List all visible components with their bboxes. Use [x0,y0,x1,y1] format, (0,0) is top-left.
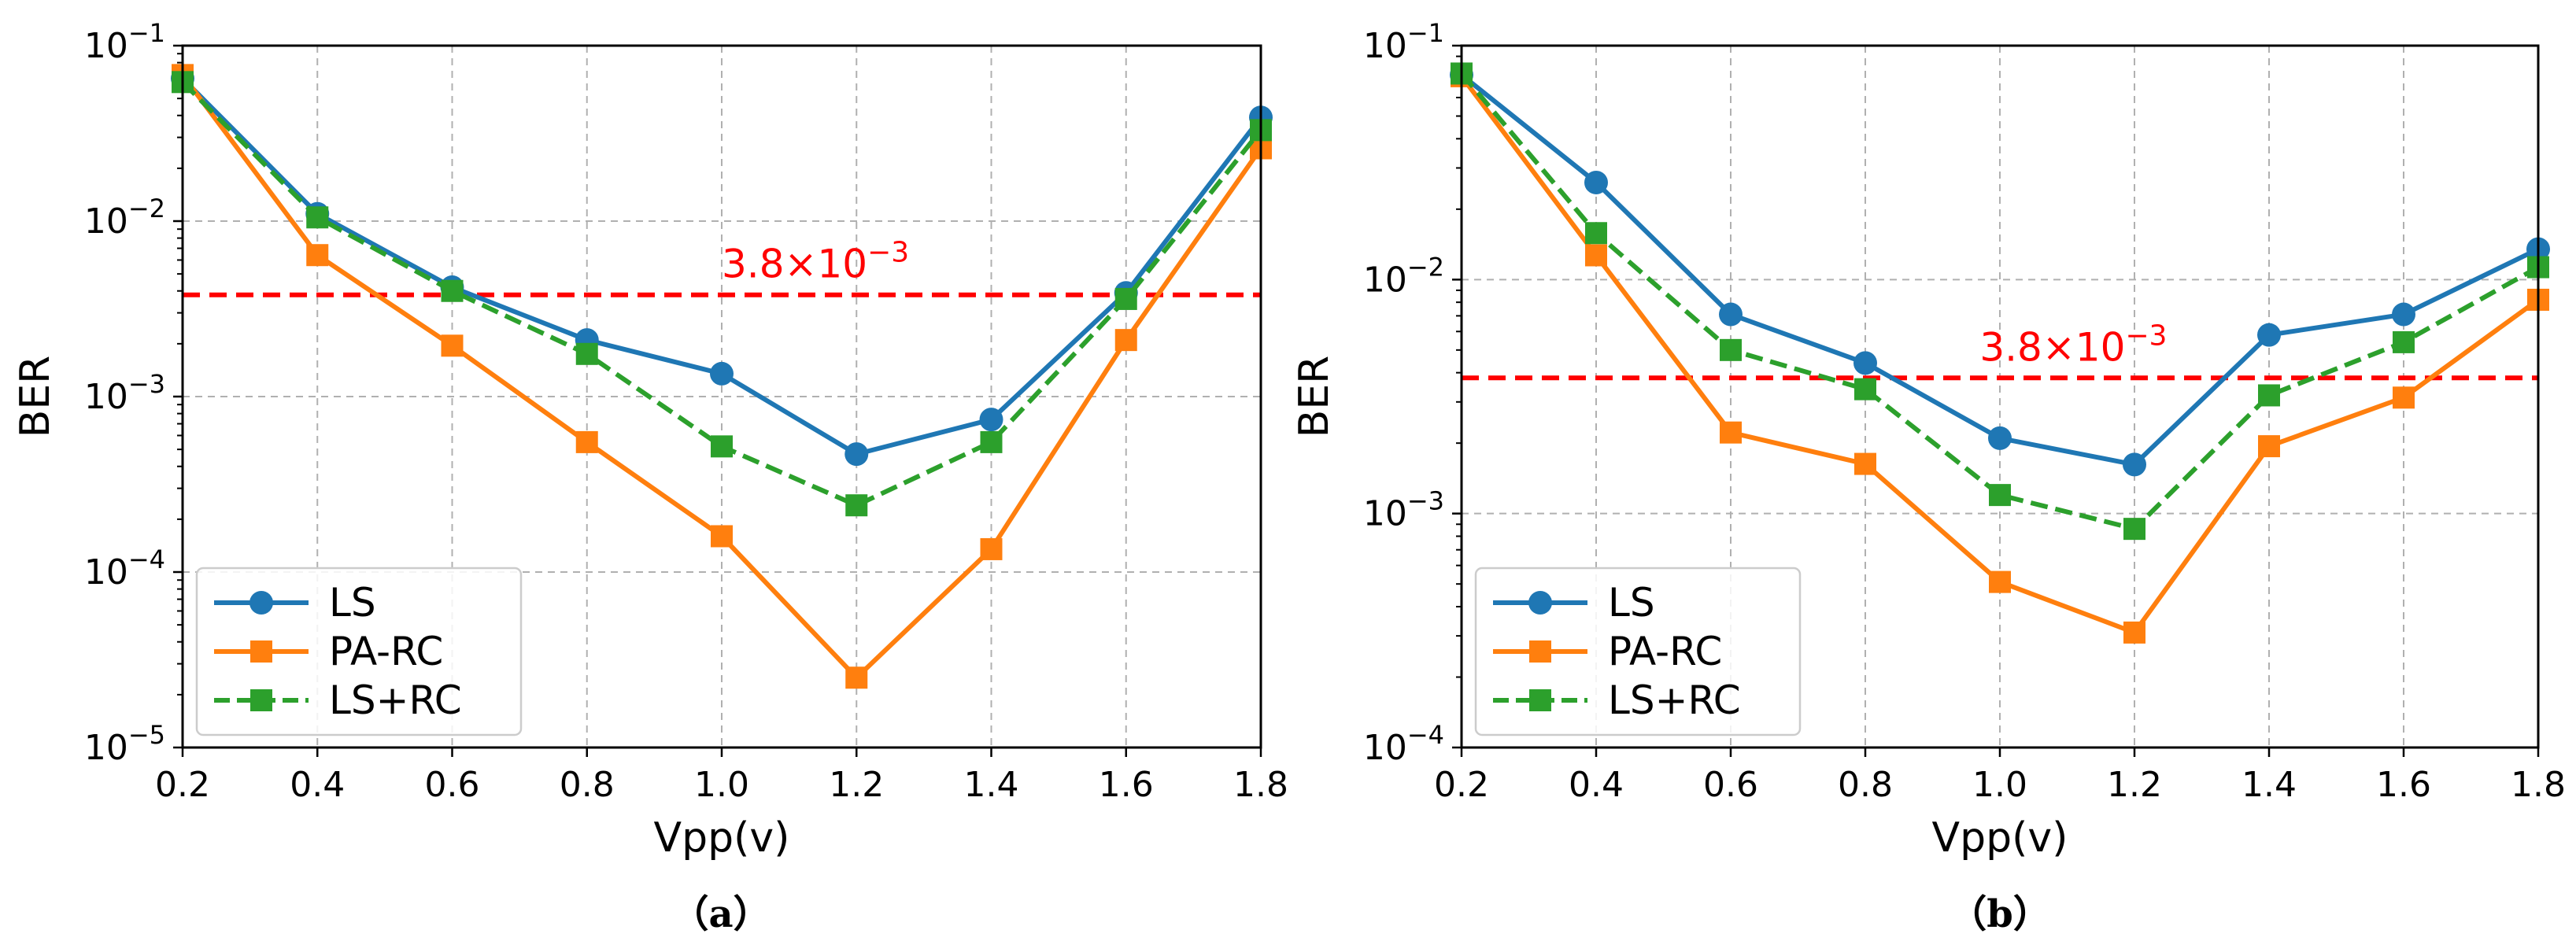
x-tick-label: 1.8 [2511,765,2566,805]
y-tick-label: 10−5 [84,720,165,768]
legend-label: LS [1608,580,1655,626]
x-tick-label: 0.6 [1703,765,1758,805]
data-point [844,442,869,467]
data-point [2392,302,2415,327]
data-point [441,334,464,357]
y-tick-label: 10−3 [1363,486,1444,534]
x-tick-label: 1.6 [2376,765,2431,805]
x-tick-label: 1.0 [1972,765,2027,805]
data-point [1585,244,1607,267]
legend-label: LS+RC [1608,677,1741,723]
x-tick-label: 0.8 [560,765,615,805]
data-point [2123,518,2145,541]
y-tick-label: 10−4 [1363,720,1444,768]
plot-frame [181,44,1262,749]
data-point [979,408,1003,432]
y-tick-label: 10−4 [84,544,165,592]
threshold-label: 3.8×10−3 [722,237,909,287]
data-point [1853,351,1877,375]
data-point [1584,170,1608,194]
data-point [441,279,464,302]
data-point [2393,386,2415,409]
threshold-label: 3.8×10−3 [1979,319,2167,370]
x-tick-label: 1.6 [1099,765,1154,805]
x-tick-label: 1.0 [694,765,749,805]
data-point [575,430,598,453]
data-point [1114,329,1137,352]
x-tick-label: 0.2 [1434,765,1489,805]
chart-panel-a: 0.2 0.4 0.6 0.8 1.0 1.2 1.4 1.6 1.8 10−5 10−4 10−3 1… [12,18,1288,936]
series-line-ls-plus-rc [1459,72,2540,532]
x-tick-label: 0.8 [1838,765,1893,805]
data-point [1720,338,1742,361]
x-tick-label: 1.2 [2107,765,2162,805]
x-axis-label: Vpp(v) [654,814,790,862]
plot-frame [1460,44,2540,749]
y-tick-label: 10−2 [84,194,165,242]
legend-marker [250,640,272,663]
y-tick-label: 10−1 [84,18,165,66]
data-point [845,494,868,517]
x-axis-label: Vpp(v) [1932,814,2068,862]
x-tick-label: 0.4 [1569,765,1624,805]
legend-marker [1528,591,1552,615]
y-tick-label: 10−3 [84,369,165,417]
data-point [711,435,733,458]
data-point [2258,384,2280,407]
data-point [306,206,329,229]
data-point [1854,378,1876,401]
data-point [306,244,329,267]
panel-label: （a） [671,892,771,936]
data-point [1585,222,1607,245]
y-tick-label: 10−2 [1363,252,1444,300]
data-point [2258,435,2280,458]
y-axis-label: BER [12,356,59,438]
legend-label: LS [329,580,376,626]
data-point [2393,330,2415,353]
legend-box [1474,567,1802,736]
data-point [710,361,734,386]
legend-label: PA-RC [329,629,443,674]
data-point [575,342,598,365]
data-point [980,430,1003,453]
legend-label: PA-RC [1608,629,1722,674]
data-point [1989,570,2011,593]
data-point [711,525,733,548]
x-tick-label: 0.4 [290,765,345,805]
data-point [1720,421,1742,444]
y-tick-label: 10−1 [1363,18,1444,66]
legend-marker [1529,640,1551,663]
data-point [1114,287,1137,310]
x-tick-label: 1.2 [829,765,884,805]
data-point [845,666,868,689]
x-tick-label: 0.6 [425,765,480,805]
data-point [1854,452,1876,475]
data-point [1988,426,2012,450]
chart-panel-b: 0.2 0.4 0.6 0.8 1.0 1.2 1.4 1.6 1.8 10−4 10−3 10−2 1… [1291,18,2566,936]
y-axis-label: BER [1291,356,1338,438]
data-point [2123,452,2146,477]
x-tick-label: 0.2 [155,765,210,805]
x-tick-label: 1.8 [1233,765,1288,805]
legend-box [195,567,523,736]
data-point [1989,484,2011,507]
legend-marker [1529,689,1551,711]
data-point [2257,323,2281,347]
x-tick-label: 1.4 [2242,765,2297,805]
data-point [2123,621,2145,644]
data-point [980,537,1003,560]
x-tick-label: 1.4 [964,765,1019,805]
legend-marker [250,689,272,711]
data-point [1719,302,1743,327]
panel-label: （b） [1949,892,2051,936]
legend-marker [249,591,273,615]
legend-label: LS+RC [329,677,462,723]
